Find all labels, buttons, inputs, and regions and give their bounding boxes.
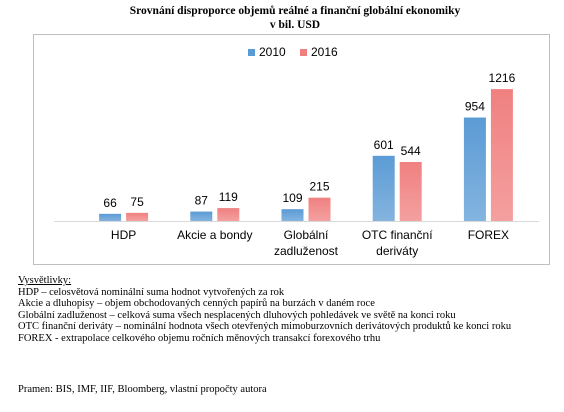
note-akcie: Akcie a dluhopisy – objem obchodovaných …: [18, 298, 375, 309]
bar-2010-0: [99, 213, 122, 221]
bar-2016-2: [308, 197, 331, 221]
chart-title: Srovnání disproporce objemů reálné a fin…: [129, 5, 461, 17]
bar-2010-4: [463, 117, 486, 221]
category-label-0: HDP: [111, 228, 136, 242]
bar-2016-3: [399, 161, 422, 221]
bar-2016-1: [217, 208, 240, 221]
legend-swatch-2010: [248, 49, 255, 56]
note-hdp: HDP – celosvětová nominální suma hodnot …: [18, 286, 285, 298]
bar-chart: 2010 2016 66 75 HDP 87 119 Akcie a bondy 109 215 G…: [54, 45, 539, 258]
value-label-2010-4: 954: [465, 100, 485, 114]
legend-label-2016: 2016: [311, 45, 338, 59]
bar-2010-1: [190, 211, 213, 221]
category-label-2: Globální zadluženost: [274, 228, 339, 258]
bar-2016-0: [126, 212, 149, 221]
value-label-2010-0: 66: [103, 196, 117, 210]
bar-2010-3: [372, 155, 395, 221]
category-label-1: Akcie a bondy: [177, 228, 252, 242]
note-otc: OTC finanční deriváty – nominální hodnot…: [18, 321, 512, 332]
legend-label-2010: 2010: [259, 45, 286, 59]
value-label-2010-3: 601: [374, 138, 394, 152]
legend-swatch-2016: [300, 49, 307, 56]
value-label-2016-1: 119: [219, 190, 238, 204]
notes-heading: Vysvětlivky:: [18, 275, 72, 286]
value-label-2016-4: 1216: [489, 71, 516, 85]
chart-subtitle: v bil. USD: [269, 19, 321, 31]
source-note: Pramen: BIS, IMF, IIF, Bloomberg, vlastn…: [18, 384, 267, 395]
category-label-3: OTC finanční deriváty: [362, 228, 433, 258]
category-label-4: FOREX: [468, 228, 509, 242]
note-zadluzenost: Globální zadluženost – celková suma všec…: [18, 309, 456, 321]
value-label-2010-1: 87: [195, 194, 209, 208]
bar-2010-2: [281, 209, 304, 221]
chart-frame: 2010 2016 66 75 HDP 87 119 Akcie a bondy 109 215 G…: [33, 34, 550, 265]
notes-section: Vysvětlivky: HDP – celosvětová nominální…: [18, 275, 558, 344]
value-label-2010-2: 109: [282, 191, 302, 205]
value-label-2016-2: 215: [309, 180, 329, 194]
value-label-2016-3: 544: [401, 144, 421, 158]
note-forex: FOREX - extrapolace celkového objemu roč…: [18, 332, 381, 344]
bar-2016-4: [490, 89, 513, 221]
value-label-2016-0: 75: [130, 195, 144, 209]
